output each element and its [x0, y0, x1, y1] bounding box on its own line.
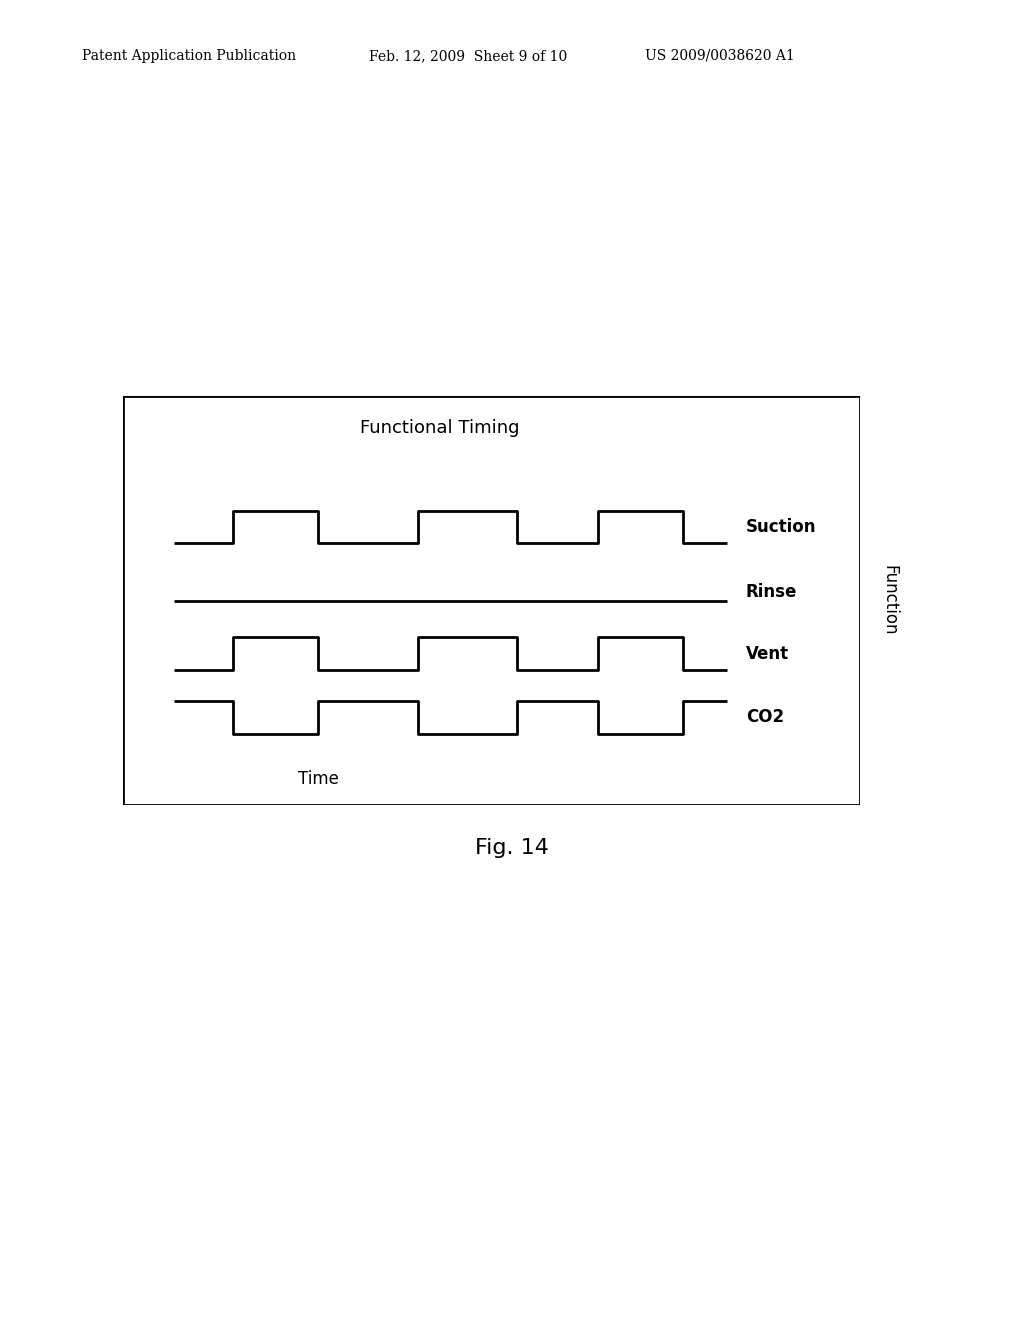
Text: Rinse: Rinse: [745, 583, 798, 602]
Text: Time: Time: [298, 770, 339, 788]
Text: US 2009/0038620 A1: US 2009/0038620 A1: [645, 49, 795, 63]
Text: Function: Function: [881, 565, 899, 636]
Text: Fig. 14: Fig. 14: [475, 838, 549, 858]
Text: Vent: Vent: [745, 644, 790, 663]
Text: Functional Timing: Functional Timing: [360, 418, 519, 437]
Text: Suction: Suction: [745, 517, 816, 536]
Text: Feb. 12, 2009  Sheet 9 of 10: Feb. 12, 2009 Sheet 9 of 10: [369, 49, 567, 63]
FancyBboxPatch shape: [123, 396, 860, 805]
Text: Patent Application Publication: Patent Application Publication: [82, 49, 296, 63]
Text: CO2: CO2: [745, 709, 784, 726]
